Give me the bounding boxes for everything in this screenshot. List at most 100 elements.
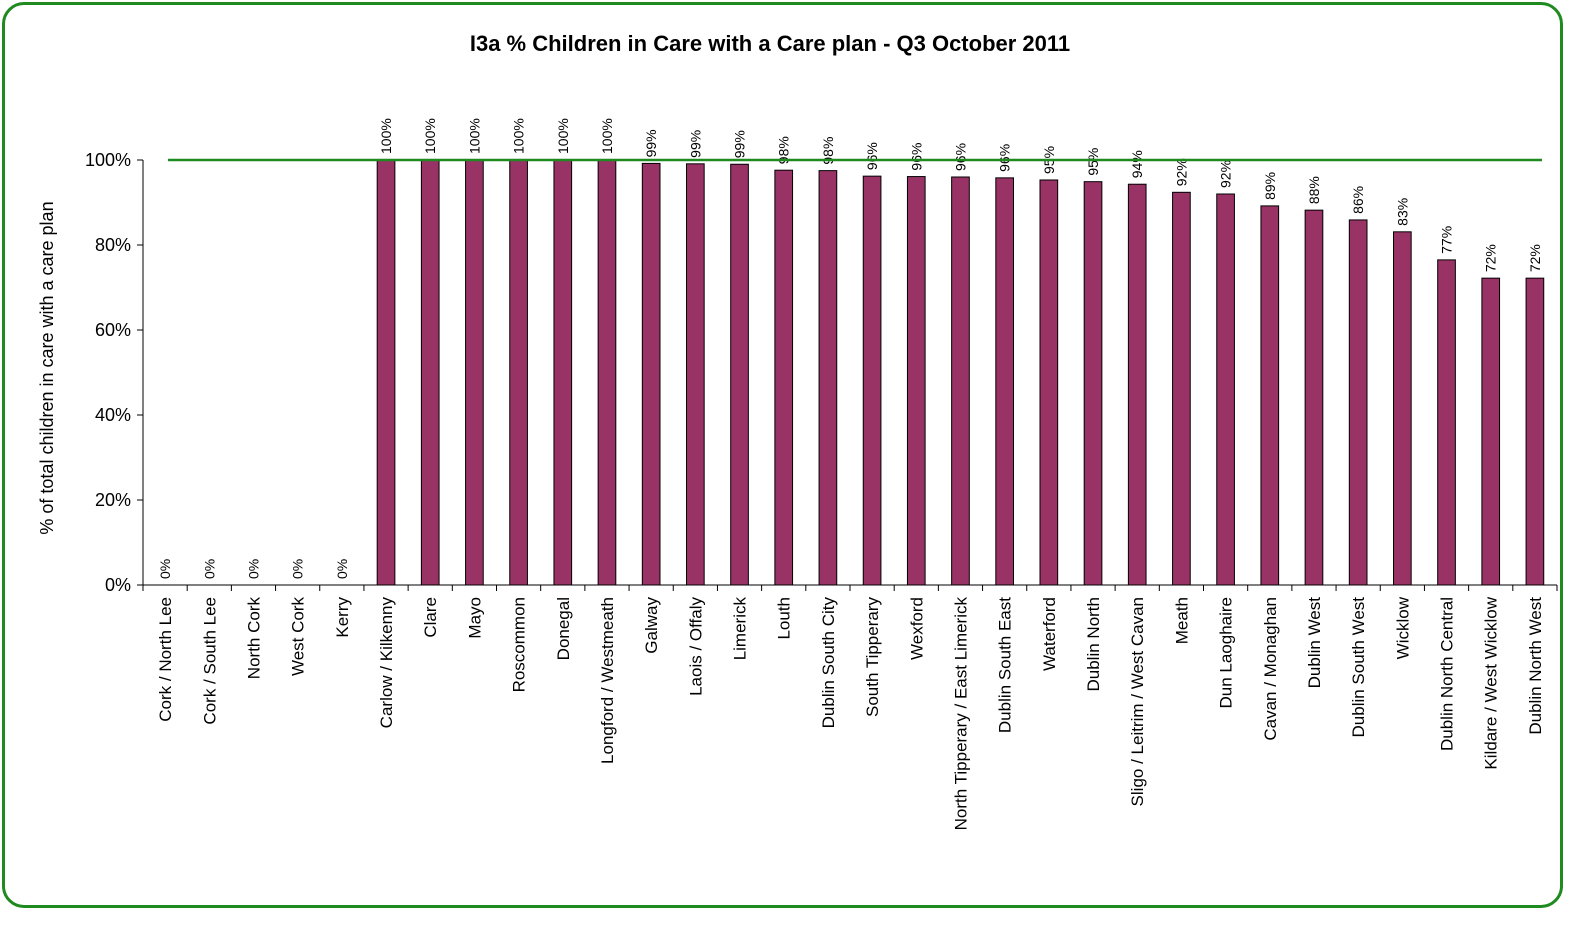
- data-label: 86%: [1350, 186, 1366, 214]
- data-label: 100%: [378, 118, 394, 154]
- bar: [995, 177, 1014, 586]
- data-label: 0%: [334, 559, 350, 579]
- data-label: 100%: [466, 118, 482, 154]
- bar: [376, 159, 396, 586]
- x-tick-label: Carlow / Kilkenny: [377, 597, 396, 729]
- data-label: 96%: [908, 143, 924, 171]
- x-tick-label: Meath: [1172, 597, 1191, 644]
- x-tick-label: Sligo / Leitrim / West Cavan: [1128, 597, 1147, 806]
- bar: [641, 162, 661, 586]
- x-tick-label: Galway: [642, 597, 661, 654]
- x-tick-label: Roscommon: [510, 597, 529, 692]
- plot-area: 0% 20% 40% 60% 80% 100% 0% Cork / North Lee 0% Co…: [85, 118, 1558, 831]
- bar: [730, 163, 749, 586]
- data-label: 88%: [1306, 176, 1322, 204]
- bar: [1039, 179, 1059, 586]
- bar: [1348, 219, 1368, 586]
- bar: [1083, 181, 1103, 586]
- x-tick-label: Donegal: [554, 597, 573, 660]
- x-tick-label: Kerry: [333, 597, 352, 638]
- x-tick-label: Wexford: [907, 597, 926, 660]
- bar: [509, 159, 528, 586]
- data-label: 100%: [599, 118, 615, 154]
- data-label: 89%: [1262, 172, 1278, 200]
- data-label: 77%: [1439, 226, 1455, 254]
- data-label: 99%: [687, 130, 703, 158]
- data-label: 92%: [1218, 160, 1234, 188]
- x-tick-label: Dublin West: [1305, 597, 1324, 689]
- data-label: 0%: [290, 559, 306, 579]
- bar: [686, 163, 705, 586]
- data-label: 0%: [157, 559, 173, 579]
- x-tick-label: Dublin North: [1084, 597, 1103, 692]
- x-tick-label: Laois / Offaly: [686, 597, 705, 696]
- bar: [862, 175, 882, 586]
- data-label: 98%: [820, 137, 836, 165]
- x-tick-label: Wicklow: [1393, 596, 1412, 659]
- x-tick-label: Dublin North Central: [1438, 597, 1457, 751]
- data-label: 72%: [1527, 244, 1543, 272]
- data-label: 92%: [1173, 158, 1189, 186]
- x-tick-label: Dublin South West: [1349, 597, 1368, 738]
- bar: [465, 159, 484, 586]
- bar: [951, 176, 970, 586]
- x-tick-label: Dublin South East: [996, 597, 1015, 733]
- bar: [553, 159, 573, 586]
- x-tick-label: Clare: [421, 597, 440, 638]
- x-tick-label: Dublin North West: [1526, 597, 1545, 735]
- data-label: 0%: [245, 559, 261, 579]
- data-label: 72%: [1483, 244, 1499, 272]
- y-tick-label: 0%: [105, 575, 131, 595]
- bar: [1393, 231, 1412, 586]
- data-label: 95%: [1085, 148, 1101, 176]
- data-label: 96%: [997, 144, 1013, 172]
- bar: [774, 169, 794, 586]
- data-label: 83%: [1394, 198, 1410, 226]
- data-label: 94%: [1129, 150, 1145, 178]
- data-label: 99%: [643, 129, 659, 157]
- bar: [597, 159, 617, 586]
- y-tick-label: 40%: [95, 405, 131, 425]
- bar: [906, 176, 926, 586]
- data-label: 98%: [776, 136, 792, 164]
- x-tick-label: Cork / North Lee: [156, 597, 175, 722]
- y-tick-label: 20%: [95, 490, 131, 510]
- x-tick-label: Cork / South Lee: [200, 597, 219, 725]
- x-tick-label: Longford / Westmeath: [598, 597, 617, 764]
- x-tick-label: Kildare / West Wicklow: [1482, 596, 1501, 769]
- x-tick-label: West Cork: [289, 597, 308, 677]
- data-label: 96%: [952, 143, 968, 171]
- bar: [1437, 259, 1456, 586]
- x-tick-label: North Cork: [244, 597, 263, 680]
- bar: [1481, 277, 1501, 586]
- x-tick-label: Louth: [775, 597, 794, 640]
- x-tick-label: Dublin South City: [819, 597, 838, 729]
- x-tick-label: Limerick: [731, 597, 750, 661]
- x-tick-label: Waterford: [1040, 597, 1059, 671]
- bar: [1525, 277, 1545, 586]
- y-tick-label: 60%: [95, 320, 131, 340]
- bar: [420, 159, 440, 586]
- x-tick-label: Dun Laoghaire: [1217, 597, 1236, 709]
- x-tick-label: South Tipperary: [863, 597, 882, 718]
- y-tick-label: 100%: [85, 150, 131, 170]
- bar: [1304, 209, 1324, 586]
- data-label: 99%: [732, 130, 748, 158]
- x-tick-label: Cavan / Monaghan: [1261, 597, 1280, 741]
- data-label: 96%: [864, 142, 880, 170]
- bar: [1216, 193, 1235, 586]
- bar: [1260, 205, 1280, 586]
- data-label: 100%: [511, 118, 527, 154]
- data-label: 100%: [422, 118, 438, 154]
- bar: [1172, 191, 1191, 586]
- y-tick-label: 80%: [95, 235, 131, 255]
- chart-title: I3a % Children in Care with a Care plan …: [470, 31, 1070, 56]
- bar: [818, 170, 838, 586]
- x-tick-label: Mayo: [465, 597, 484, 639]
- bar: [1127, 183, 1147, 586]
- x-tick-label: North Tipperary / East Limerick: [951, 597, 970, 831]
- y-axis-label: % of total children in care with a care …: [37, 201, 57, 534]
- data-label: 100%: [555, 118, 571, 154]
- data-label: 0%: [201, 559, 217, 579]
